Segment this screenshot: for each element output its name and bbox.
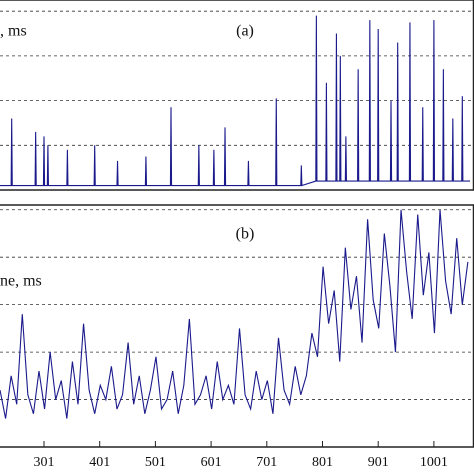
- y-axis-label: ne, ms: [0, 273, 42, 290]
- x-tick-label: 801: [312, 455, 333, 470]
- x-tick-label: 901: [368, 455, 389, 470]
- data-line: [0, 15, 471, 187]
- x-tick-label: 301: [34, 455, 55, 470]
- x-tick-label: 1001: [420, 455, 448, 470]
- x-tick-label: 401: [89, 455, 110, 470]
- panel-label: (b): [236, 226, 255, 243]
- x-tick-label: 501: [145, 455, 166, 470]
- x-tick-label: 601: [201, 455, 222, 470]
- y-axis-label: , ms: [0, 23, 27, 40]
- panel-label: (a): [236, 23, 254, 40]
- x-tick-label: 701: [256, 455, 277, 470]
- data-line: [0, 209, 469, 419]
